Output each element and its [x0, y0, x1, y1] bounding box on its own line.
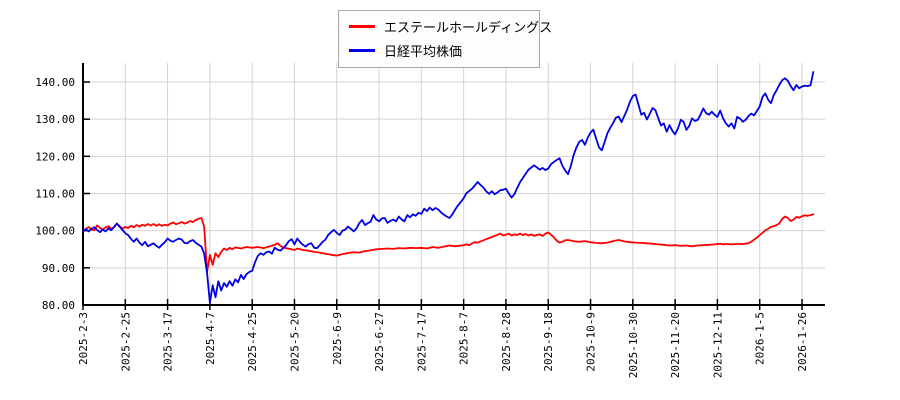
svg-text:2025-8-7: 2025-8-7 — [458, 312, 471, 365]
svg-text:2025-2-25: 2025-2-25 — [119, 312, 132, 372]
series-line-1 — [82, 71, 815, 304]
svg-text:2025-6-27: 2025-6-27 — [373, 312, 386, 372]
svg-text:2025-12-11: 2025-12-11 — [711, 312, 724, 378]
svg-text:2025-11-20: 2025-11-20 — [669, 312, 682, 378]
legend-label-estelle: エステールホールディングス — [384, 21, 553, 36]
svg-text:2025-5-20: 2025-5-20 — [288, 312, 301, 372]
series-line-0 — [82, 213, 815, 273]
svg-text:2025-9-18: 2025-9-18 — [542, 312, 555, 372]
svg-text:120.00: 120.00 — [35, 150, 75, 163]
svg-text:2025-8-28: 2025-8-28 — [500, 312, 513, 372]
nikkei-line-swatch — [349, 49, 375, 52]
svg-text:90.00: 90.00 — [42, 262, 75, 275]
legend-item-estelle: エステールホールディングス — [349, 17, 552, 36]
gridlines — [83, 63, 825, 305]
tick-marks — [82, 81, 803, 310]
svg-text:100.00: 100.00 — [35, 225, 75, 238]
svg-text:2025-2-3: 2025-2-3 — [77, 312, 90, 365]
axes — [82, 63, 825, 306]
svg-text:130.00: 130.00 — [35, 113, 75, 126]
svg-text:2025-10-30: 2025-10-30 — [627, 312, 640, 378]
legend-item-nikkei: 日経平均株価 — [349, 41, 529, 60]
svg-text:2025-3-17: 2025-3-17 — [162, 312, 175, 372]
y-axis-labels: 80.00 90.00 100.00 110.00 120.00 130.00 140.00 — [35, 76, 75, 312]
svg-text:2026-1-26: 2026-1-26 — [796, 312, 809, 372]
svg-text:2026-1-5: 2026-1-5 — [754, 312, 767, 365]
svg-text:2025-10-9: 2025-10-9 — [585, 312, 598, 372]
x-axis-labels: 2025-2-3 2025-2-25 2025-3-17 2025-4-7 2025-4… — [77, 312, 809, 378]
estelle-line-swatch — [349, 25, 375, 28]
svg-text:2025-7-17: 2025-7-17 — [415, 312, 428, 372]
svg-text:2025-4-7: 2025-4-7 — [204, 312, 217, 365]
svg-text:110.00: 110.00 — [35, 188, 75, 201]
legend: エステールホールディングス 日経平均株価 — [338, 10, 552, 68]
svg-text:2025-6-9: 2025-6-9 — [331, 312, 344, 365]
svg-text:2025-4-25: 2025-4-25 — [246, 312, 259, 372]
svg-text:80.00: 80.00 — [42, 299, 75, 312]
svg-text:140.00: 140.00 — [35, 76, 75, 89]
legend-label-nikkei: 日経平均株価 — [384, 45, 463, 60]
